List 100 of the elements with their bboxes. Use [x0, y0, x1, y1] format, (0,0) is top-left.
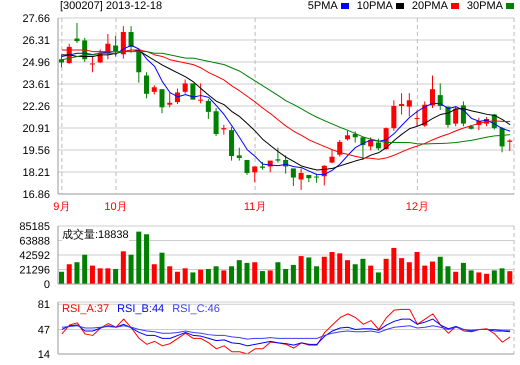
candlestick	[298, 168, 304, 190]
x-tick-label: 10月	[104, 200, 128, 213]
y-tick-label: 22.26	[22, 100, 50, 113]
candlestick	[152, 84, 157, 95]
bar	[236, 260, 242, 284]
bar	[90, 266, 95, 284]
bar	[453, 272, 458, 284]
bar	[314, 266, 320, 284]
bar	[120, 251, 126, 284]
bar	[74, 262, 80, 284]
y-tick-label: 27.66	[22, 12, 50, 25]
bar	[283, 269, 288, 284]
series-label: RSI_C:46	[172, 303, 220, 315]
bar	[484, 274, 490, 284]
candlestick	[206, 98, 211, 120]
candlestick	[406, 92, 412, 117]
candlestick	[182, 78, 188, 94]
bar	[376, 272, 381, 284]
candlestick	[221, 124, 226, 136]
bar	[422, 266, 428, 284]
line-series	[61, 325, 511, 340]
y-tick-label: 47	[38, 324, 50, 336]
legend-label: 30PMA	[466, 0, 503, 12]
bar	[468, 270, 474, 284]
chart-title: [300207] 2013-12-18	[60, 0, 162, 12]
bar	[105, 268, 110, 284]
y-tick-label: 18.21	[22, 166, 50, 179]
y-tick-label: 85185	[19, 220, 50, 233]
x-tick-label: 11月	[244, 200, 266, 213]
bar	[182, 268, 188, 284]
candlestick	[337, 139, 342, 158]
candlestick	[198, 82, 204, 104]
bar	[260, 271, 265, 284]
bar	[306, 257, 312, 284]
series-label: RSI_A:37	[62, 303, 110, 315]
bar	[344, 260, 350, 284]
bar	[322, 256, 327, 284]
y-tick-label: 23.61	[22, 78, 50, 91]
bar	[229, 266, 234, 284]
y-tick-label: 14	[38, 348, 50, 361]
bar	[252, 262, 258, 284]
candlestick	[236, 147, 242, 162]
bar	[399, 258, 404, 284]
candlestick	[90, 55, 95, 73]
chart-title: 成交量:18838	[62, 227, 129, 242]
bar	[360, 258, 366, 284]
bar	[337, 253, 342, 284]
candlestick	[314, 173, 320, 184]
y-tick-label: 20.91	[22, 122, 50, 135]
bar	[330, 252, 335, 284]
candlestick	[414, 110, 420, 127]
candlestick	[399, 92, 404, 115]
bar	[66, 264, 72, 284]
bar	[445, 266, 450, 284]
bar	[298, 256, 304, 284]
bar	[144, 234, 150, 284]
bar	[59, 272, 64, 284]
bar	[460, 262, 466, 284]
bar	[268, 270, 273, 284]
bar	[391, 248, 396, 284]
bar	[98, 268, 103, 284]
bar	[492, 270, 497, 284]
candlestick	[453, 106, 458, 127]
y-tick-label: 63888	[19, 235, 50, 248]
bar	[221, 270, 226, 284]
candlestick	[438, 82, 443, 110]
y-tick-label: 19.56	[22, 144, 50, 157]
bar	[438, 256, 443, 284]
candlestick	[252, 166, 258, 183]
bar	[352, 264, 358, 284]
bar	[500, 268, 505, 284]
bar	[128, 254, 134, 284]
candlestick	[507, 138, 512, 152]
bar	[206, 269, 211, 284]
bar	[406, 262, 412, 284]
bar	[414, 252, 420, 284]
y-tick-label: 0	[44, 278, 50, 291]
x-tick-label: 12月	[406, 200, 430, 213]
candlestick	[144, 72, 150, 99]
bar	[136, 232, 142, 284]
bar	[476, 272, 482, 284]
y-tick-label: 26.31	[22, 34, 50, 47]
candlestick	[290, 168, 296, 187]
y-tick-label: 16.86	[22, 188, 50, 201]
bar	[159, 252, 164, 284]
bar	[384, 258, 389, 284]
bar	[368, 266, 374, 284]
candlestick	[74, 22, 80, 44]
bar	[82, 254, 88, 284]
candlestick	[167, 92, 172, 108]
bar	[152, 264, 157, 284]
x-tick-label: 9月	[53, 200, 70, 213]
y-tick-label: 81	[38, 299, 50, 312]
bar	[190, 272, 196, 284]
legend-label: 5PMA	[308, 0, 338, 12]
candlestick	[214, 107, 219, 136]
y-tick-label: 42592	[19, 250, 50, 262]
series-label: RSI_B:44	[117, 303, 164, 315]
candlestick	[391, 100, 396, 132]
candlestick	[159, 88, 164, 114]
